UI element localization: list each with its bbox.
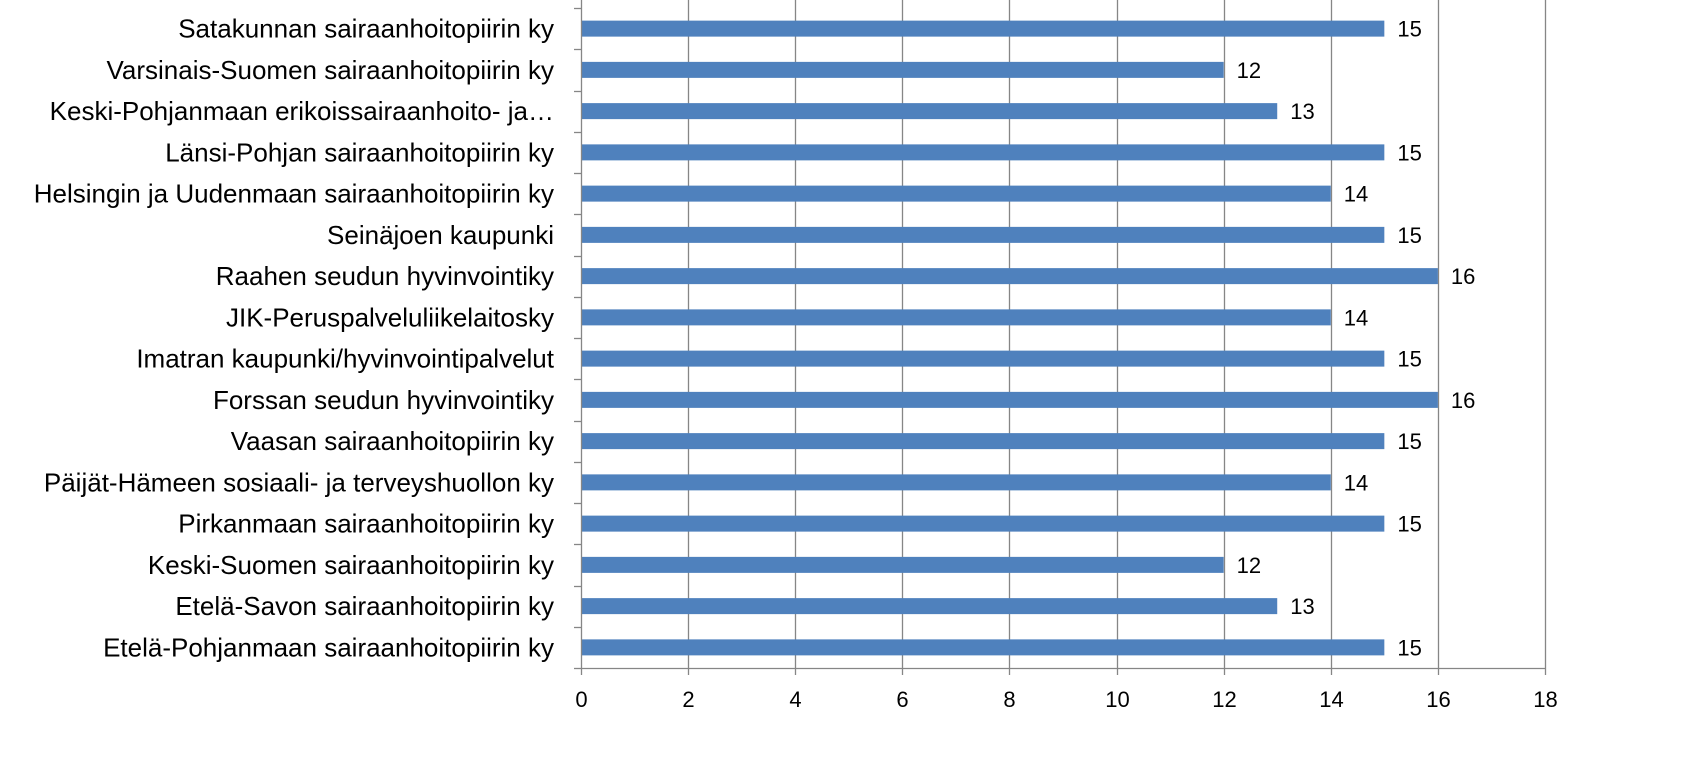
bar (582, 103, 1278, 120)
data-label: 14 (1344, 182, 1368, 207)
category-label: Päijät-Hämeen sosiaali- ja terveyshuollo… (44, 467, 554, 497)
bars (582, 20, 1438, 656)
data-label: 15 (1397, 347, 1421, 372)
bar (582, 309, 1331, 326)
bar (582, 515, 1385, 532)
category-label: Etelä-Savon sairaanhoitopiirin ky (175, 591, 554, 621)
data-label: 15 (1397, 140, 1421, 165)
bar (582, 20, 1385, 37)
data-label: 12 (1237, 553, 1261, 578)
bar (582, 226, 1385, 243)
category-label: Helsingin ja Uudenmaan sairaanhoitopiiri… (34, 179, 554, 209)
data-label: 14 (1344, 305, 1368, 330)
bar (582, 639, 1385, 656)
category-label: Varsinais-Suomen sairaanhoitopiirin ky (106, 55, 554, 85)
x-tick-label: 10 (1105, 687, 1129, 712)
data-label: 15 (1397, 17, 1421, 42)
bar (582, 391, 1438, 408)
category-label: Länsi-Pohjan sairaanhoitopiirin ky (165, 137, 554, 167)
category-label: Pirkanmaan sairaanhoitopiirin ky (178, 509, 554, 539)
data-label: 13 (1290, 99, 1314, 124)
data-label: 13 (1290, 594, 1314, 619)
category-label: Satakunnan sairaanhoitopiirin ky (178, 14, 554, 44)
category-label: Raahen seudun hyvinvointiky (216, 261, 554, 291)
x-tick-label: 12 (1212, 687, 1236, 712)
category-label: JIK-Peruspalveluliikelaitosky (226, 302, 554, 332)
labels: 0 2 4 6 8 10 12 14 16 18 15 Satakunnan sairaanhoito… (34, 14, 1558, 712)
data-label: 15 (1397, 635, 1421, 660)
category-label: Etelä-Pohjanmaan sairaanhoitopiirin ky (103, 632, 554, 662)
category-label: Vaasan sairaanhoitopiirin ky (231, 426, 554, 456)
data-label: 12 (1237, 58, 1261, 83)
bar (582, 144, 1385, 161)
data-label: 14 (1344, 470, 1368, 495)
x-tick-label: 18 (1533, 687, 1557, 712)
data-label: 15 (1397, 429, 1421, 454)
bar (582, 433, 1385, 450)
bar (582, 350, 1385, 367)
x-tick-label: 0 (575, 687, 587, 712)
data-label: 15 (1397, 512, 1421, 537)
category-label: Keski-Suomen sairaanhoitopiirin ky (148, 550, 554, 580)
x-tick-label: 4 (789, 687, 801, 712)
bar (582, 556, 1224, 573)
x-tick-label: 8 (1003, 687, 1015, 712)
data-label: 16 (1451, 388, 1475, 413)
category-label: Seinäjoen kaupunki (327, 220, 554, 250)
x-tick-label: 6 (896, 687, 908, 712)
bar (582, 268, 1438, 285)
x-tick-label: 16 (1426, 687, 1450, 712)
data-label: 16 (1451, 264, 1475, 289)
data-label: 15 (1397, 223, 1421, 248)
category-label: Imatran kaupunki/hyvinvointipalvelut (136, 344, 554, 374)
category-label: Forssan seudun hyvinvointiky (213, 385, 554, 415)
bar (582, 474, 1331, 491)
axes (574, 0, 1547, 675)
bar (582, 598, 1278, 615)
bar (582, 185, 1331, 202)
x-tick-label: 2 (682, 687, 694, 712)
x-tick-label: 14 (1319, 687, 1343, 712)
category-label: Keski-Pohjanmaan erikoissairaanhoito- ja… (50, 96, 554, 126)
bar (582, 61, 1224, 78)
